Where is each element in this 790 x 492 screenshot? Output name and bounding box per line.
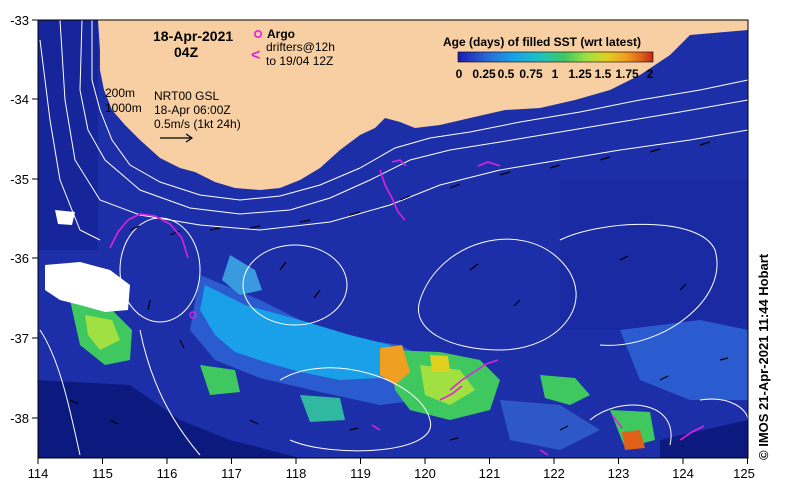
lon-label: 114 bbox=[28, 466, 49, 481]
sst-colorbar-tick: 1 bbox=[552, 67, 559, 81]
sst-colorbar-tick: 0.5 bbox=[498, 67, 515, 81]
sst-age-patch bbox=[500, 400, 600, 450]
lat-label: -38 bbox=[10, 411, 29, 426]
lon-label: 120 bbox=[414, 466, 436, 481]
sst-age-patch bbox=[200, 365, 240, 395]
sst-age-patch bbox=[620, 320, 748, 400]
lon-label: 118 bbox=[286, 466, 307, 481]
sst-colorbar-tick: 0.75 bbox=[519, 67, 543, 81]
drifter-tracks bbox=[109, 159, 705, 456]
credit-label: IMOS 21-Apr-2021 11:44 Hobart bbox=[756, 253, 771, 447]
deep-ocean-patch bbox=[560, 180, 748, 330]
sst-colorbar-tick: 0 bbox=[456, 67, 463, 81]
lon-label: 115 bbox=[92, 466, 113, 481]
land-australia bbox=[98, 20, 748, 190]
ssh-contours bbox=[39, 20, 748, 456]
copyright-symbol: © bbox=[756, 450, 771, 460]
sst-colorbar-tick: 1.25 bbox=[568, 67, 592, 81]
lon-label: 119 bbox=[350, 466, 371, 481]
lat-label: -36 bbox=[10, 251, 29, 266]
no-data-patch bbox=[45, 262, 130, 312]
sst-age-patch bbox=[200, 285, 395, 380]
isobath-200m bbox=[91, 20, 748, 201]
lon-label: 121 bbox=[479, 466, 501, 481]
velocity-vectors bbox=[69, 141, 729, 441]
sst-colorbar-tick: 1.75 bbox=[615, 67, 639, 81]
lon-label: 122 bbox=[543, 466, 565, 481]
sst-legend-title: Age (days) of filled SST (wrt latest) bbox=[443, 35, 641, 49]
argo-legend-icon bbox=[254, 29, 263, 38]
drifter-legend-line1: drifters@12h bbox=[266, 40, 335, 54]
sst-age-patch bbox=[430, 355, 450, 372]
sst-colorbar bbox=[457, 51, 654, 63]
sst-colorbar-tick: 0.25 bbox=[472, 67, 496, 81]
sst-age-patch bbox=[540, 375, 590, 405]
sst-age-patch bbox=[660, 420, 748, 458]
drifter-legend-line2: to 19/04 12Z bbox=[266, 54, 333, 68]
lat-label: -34 bbox=[10, 92, 29, 107]
sst-colorbar-tick: 1.5 bbox=[595, 67, 612, 81]
lon-label: 124 bbox=[672, 466, 694, 481]
scale-label: 0.5m/s (1kt 24h) bbox=[154, 117, 241, 131]
lon-label: 116 bbox=[157, 466, 178, 481]
sst-age-patch bbox=[222, 255, 262, 295]
sst-age-patch bbox=[380, 345, 410, 385]
depth-200-label: 200m bbox=[105, 86, 135, 100]
axis-ticks bbox=[32, 19, 748, 464]
sst-age-patch bbox=[420, 365, 475, 405]
sst-age-patch bbox=[38, 380, 300, 458]
analysis-time-label: 18-Apr 06:00Z bbox=[154, 103, 231, 117]
map-hour: 04Z bbox=[174, 44, 199, 60]
isobath-1000m bbox=[79, 20, 748, 215]
lat-label: -37 bbox=[10, 331, 29, 346]
sst-age-patch bbox=[610, 410, 655, 448]
argo-float bbox=[189, 311, 197, 319]
product-label: NRT00 GSL bbox=[154, 89, 219, 103]
no-data-patch bbox=[55, 210, 75, 225]
sst-age-patch bbox=[85, 315, 120, 350]
map-date: 18-Apr-2021 bbox=[153, 28, 233, 44]
sst-age-patch bbox=[622, 430, 645, 450]
lon-label: 117 bbox=[221, 466, 242, 481]
lat-label: -33 bbox=[10, 13, 29, 28]
lon-label: 123 bbox=[608, 466, 630, 481]
argo-legend-label: Argo bbox=[267, 27, 295, 41]
sst-colorbar-tick: 2 bbox=[647, 67, 654, 81]
plot-frame bbox=[37, 19, 749, 459]
lon-label: 125 bbox=[733, 466, 755, 481]
depth-1000-label: 1000m bbox=[105, 101, 142, 115]
credit-text: © IMOS 21-Apr-2021 11:44 Hobart bbox=[756, 254, 771, 460]
scale-arrow bbox=[160, 133, 194, 143]
drifter-legend-icon: < bbox=[251, 47, 260, 64]
sst-age-patch bbox=[300, 395, 345, 422]
lat-label: -35 bbox=[10, 172, 29, 187]
